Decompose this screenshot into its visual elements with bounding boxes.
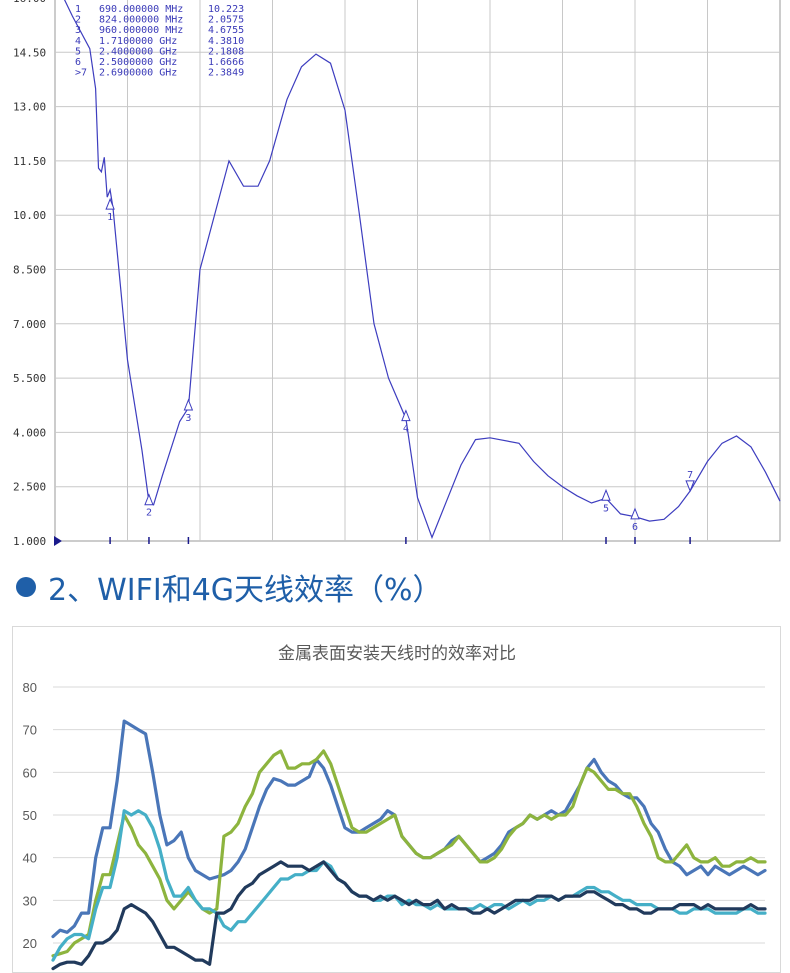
section-heading-text: 2、WIFI和4G天线效率（%） — [48, 573, 443, 608]
vswr-y-tick-label: 13.00 — [13, 101, 46, 114]
marker-triangle-icon — [685, 480, 695, 493]
marker-label: 5 — [603, 503, 609, 514]
marker-triangle-icon — [105, 197, 115, 210]
marker-label: 2 — [146, 508, 152, 519]
vswr-y-tick-label: 16.00 — [13, 0, 46, 5]
marker-table-frequency: 690.000000 MHz — [99, 4, 183, 15]
marker-table-frequency: 960.000000 MHz — [99, 25, 183, 36]
marker-table-id: 2 — [75, 15, 81, 26]
vswr-y-tick-label: 11.50 — [13, 155, 46, 168]
efficiency-y-tick-label: 70 — [23, 723, 37, 738]
vswr-y-tick-label: 14.50 — [13, 46, 46, 59]
marker-label: 4 — [403, 424, 409, 435]
marker-table-value: 10.223 — [208, 4, 244, 15]
vswr-y-tick-label: 7.000 — [13, 318, 46, 331]
marker-table-frequency: 2.6900000 GHz — [99, 68, 177, 79]
chart-title: 金属表面安装天线时的效率对比 — [278, 644, 516, 664]
marker-table-id: 6 — [75, 57, 81, 68]
marker-table-id: 4 — [75, 36, 81, 47]
marker-table-value: 2.3849 — [208, 68, 244, 79]
bullet-dot-icon — [16, 577, 36, 597]
efficiency-y-ticks: 80 70 60 50 40 30 20 — [23, 680, 37, 951]
efficiency-y-tick-label: 20 — [23, 936, 37, 951]
vswr-y-ticks: 16.00 14.50 13.00 11.50 10.00 8.500 7.000 5.500… — [13, 0, 46, 548]
marker-triangle-icon — [601, 488, 611, 501]
marker-triangle-icon — [183, 398, 194, 411]
efficiency-chart: 金属表面安装天线时的效率对比 80 70 60 50 40 30 20 — [23, 644, 767, 971]
efficiency-series — [51, 719, 767, 971]
efficiency-y-tick-label: 40 — [23, 851, 37, 866]
marker-table-value: 1.6666 — [208, 57, 244, 68]
vswr-y-tick-label: 1.000 — [13, 535, 46, 548]
vswr-y-tick-label: 2.500 — [13, 481, 46, 494]
marker-table-frequency: 824.000000 MHz — [99, 15, 183, 26]
vswr-y-tick-label: 10.00 — [13, 209, 46, 222]
efficiency-y-tick-label: 50 — [23, 808, 37, 823]
marker-table-id: 3 — [75, 25, 81, 36]
vswr-chart: 16.00 14.50 13.00 11.50 10.00 8.500 7.000 5.500… — [13, 0, 781, 548]
efficiency-series-line-4 — [51, 860, 767, 971]
section-heading: 2、WIFI和4G天线效率（%） — [16, 566, 443, 608]
marker-table-id: 5 — [75, 46, 81, 57]
vswr-y-tick-label: 4.000 — [13, 426, 46, 439]
marker-table-id: 1 — [75, 4, 81, 15]
marker-table-value: 4.3810 — [208, 36, 244, 47]
marker-label: 3 — [185, 413, 191, 424]
marker-label: 7 — [687, 470, 693, 481]
vswr-y-tick-label: 8.500 — [13, 264, 46, 277]
efficiency-series-line-3 — [51, 809, 767, 962]
vswr-markers: 1 2 3 4 5 6 7 — [105, 197, 695, 533]
efficiency-grid — [53, 686, 765, 944]
reference-arrow-icon — [54, 536, 62, 546]
vswr-trace — [63, 0, 781, 540]
marker-label: 1 — [107, 212, 113, 223]
efficiency-y-tick-label: 80 — [23, 680, 37, 695]
marker-table-value: 2.1808 — [208, 46, 244, 57]
marker-table-id: >7 — [75, 68, 87, 79]
efficiency-y-tick-label: 30 — [23, 893, 37, 908]
marker-triangle-icon — [144, 493, 154, 506]
marker-table-value: 4.6755 — [208, 25, 244, 36]
efficiency-chart-panel: 金属表面安装天线时的效率对比 80 70 60 50 40 30 20 — [12, 626, 781, 973]
marker-table-frequency: 1.7100000 GHz — [99, 36, 177, 47]
vswr-y-tick-label: 5.500 — [13, 372, 46, 385]
marker-table: 1 690.000000 MHz 10.223 2 824.000000 MHz 2.05… — [75, 4, 244, 79]
vswr-grid — [54, 0, 781, 544]
marker-triangle-icon — [401, 409, 411, 422]
marker-table-value: 2.0575 — [208, 15, 244, 26]
marker-label: 6 — [632, 522, 638, 533]
efficiency-series-line-2 — [51, 749, 767, 958]
efficiency-y-tick-label: 60 — [23, 765, 37, 780]
marker-triangle-icon — [630, 507, 640, 520]
marker-table-frequency: 2.5000000 GHz — [99, 57, 177, 68]
marker-table-frequency: 2.4000000 GHz — [99, 46, 177, 57]
